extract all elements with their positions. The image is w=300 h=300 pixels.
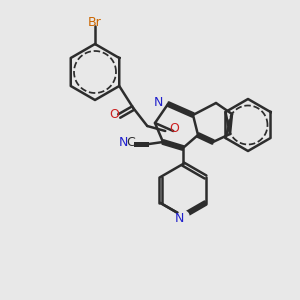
Text: N: N: [154, 95, 163, 109]
Text: N: N: [174, 212, 184, 226]
Text: N: N: [118, 136, 128, 149]
Text: C: C: [127, 136, 135, 149]
Text: Br: Br: [88, 16, 102, 28]
Text: O: O: [109, 109, 119, 122]
Text: O: O: [169, 122, 179, 136]
